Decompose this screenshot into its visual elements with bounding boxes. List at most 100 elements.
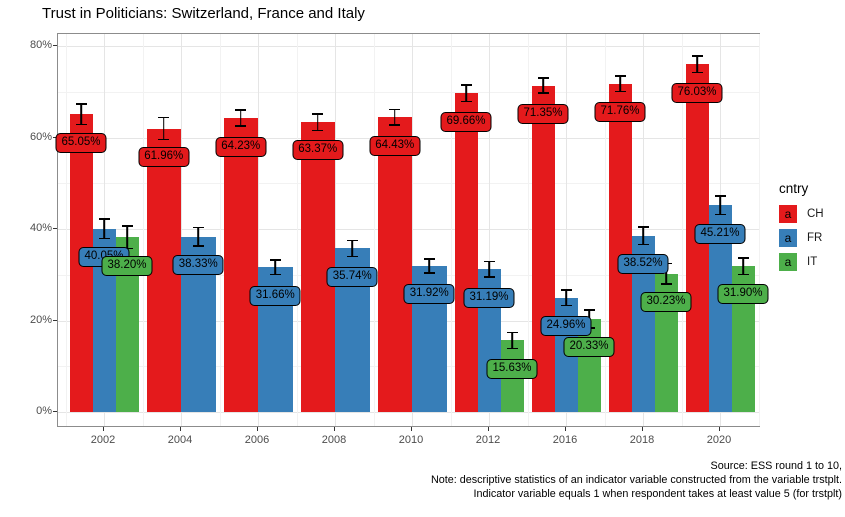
gridline-minor [373,34,375,426]
gridline-minor [450,34,452,426]
caption-line-1: Source: ESS round 1 to 10, [710,460,842,472]
errorbar-FR-2008 [346,239,358,258]
errorbar-stem [80,103,82,126]
errorbar-CH-2018 [614,75,626,93]
errorbar-CH-2002 [75,103,87,126]
legend-label-FR: FR [807,232,823,244]
gridline-major [489,34,490,426]
value-label-CH-2002: 65.05% [55,132,107,153]
legend-key-IT: a [779,253,797,271]
value-label-CH-2004: 61.96% [138,146,190,167]
errorbar-stem [103,218,105,240]
legend-entry-FR: a FR [779,229,824,247]
gridline-minor [65,34,67,426]
bar-FR-2018 [631,235,655,412]
errorbar-stem [274,258,277,276]
caption: Source: ESS round 1 to 10, Note: descrip… [431,460,842,501]
errorbar-CH-2004 [158,116,170,141]
errorbar-FR-2010 [423,258,435,274]
y-tick-60% [53,136,57,138]
errorbar-FR-2020 [714,195,726,216]
y-tick-20% [53,319,57,321]
errorbar-CH-2012 [460,84,472,103]
value-label-IT-2002: 38.20% [101,255,153,276]
x-tick-label-2004: 2004 [167,434,193,446]
errorbar-stem [696,55,698,74]
gridline-minor [142,34,144,426]
legend-entry-CH: a CH [779,205,824,223]
errorbar-stem [642,226,644,246]
x-tick-label-2016: 2016 [552,434,578,446]
legend-label-CH: CH [807,208,824,220]
legend: cntry a CH a FR a IT [779,181,824,277]
x-tick-2018 [642,427,644,431]
value-label-FR-2004: 38.33% [172,255,224,275]
caption-line-3: Indicator variable equals 1 when respond… [473,487,843,500]
errorbar-CH-2006 [235,109,247,127]
x-tick-2004 [180,427,182,431]
errorbar-CH-2008 [312,112,324,132]
value-label-IT-2018: 30.23% [640,292,692,313]
x-tick-2002 [103,427,105,431]
x-tick-label-2006: 2006 [244,434,270,446]
y-tick-0% [53,411,57,413]
value-label-CH-2010: 64.43% [369,135,421,156]
value-label-FR-2012: 31.19% [463,287,515,308]
errorbar-FR-2018 [637,226,649,246]
value-label-FR-2010: 31.92% [403,284,455,305]
errorbar-stem [428,258,431,274]
value-label-CH-2018: 71.76% [594,102,646,123]
errorbar-IT-2012 [506,331,518,350]
x-tick-label-2020: 2020 [706,434,732,446]
gridline-major [258,34,259,426]
errorbar-stem [126,225,128,250]
x-tick-label-2002: 2002 [90,434,116,446]
errorbar-FR-2012 [483,260,495,278]
errorbar-stem [742,256,744,276]
plot-panel: 65.05%40.05%38.20%61.96%38.33%64.23%31.6… [55,33,769,427]
errorbar-stem [393,108,396,126]
bar-CH-2010 [377,117,412,412]
gridline-major [58,412,759,413]
x-tick-label-2018: 2018 [629,434,655,446]
value-label-CH-2006: 64.23% [215,136,267,157]
legend-key-CH: a [779,205,797,223]
errorbar-stem [488,260,490,278]
gridline-major [566,34,567,426]
y-tick-label-40%: 40% [29,222,52,234]
errorbar-stem [465,84,467,103]
bar-CH-2012 [454,93,478,412]
bar-FR-2020 [708,205,732,412]
errorbar-stem [665,262,667,285]
value-label-FR-2016: 24.96% [540,316,592,337]
value-label-FR-2020: 45.21% [694,223,746,244]
value-label-CH-2020: 76.03% [671,82,723,103]
x-tick-label-2008: 2008 [321,434,347,446]
gridline-minor [681,34,683,426]
caption-line-2: Note: descriptive statistics of an indic… [430,473,842,486]
value-label-FR-2008: 35.74% [326,266,378,287]
x-tick-2010 [411,427,413,431]
errorbar-stem [239,109,242,127]
errorbar-stem [351,239,354,258]
value-label-CH-2016: 71.35% [517,103,569,124]
bar-CH-2006 [223,118,258,412]
errorbar-FR-2004 [192,226,204,247]
errorbar-FR-2016 [560,289,572,307]
errorbar-stem [511,331,513,350]
x-tick-2006 [257,427,259,431]
gridline-minor [758,34,760,426]
y-tick-label-0%: 0% [36,405,52,417]
gridline-major [181,34,182,426]
x-tick-2008 [334,427,336,431]
y-tick-label-60%: 60% [29,130,52,143]
legend-key-FR: a [779,229,797,247]
y-tick-80% [53,45,57,47]
value-label-FR-2006: 31.66% [249,285,301,306]
chart-title: Trust in Politicians: Switzerland, Franc… [42,5,365,22]
errorbar-stem [619,75,621,93]
gridline-minor [58,91,759,93]
errorbar-IT-2020 [737,256,749,276]
x-tick-label-2012: 2012 [475,434,501,446]
